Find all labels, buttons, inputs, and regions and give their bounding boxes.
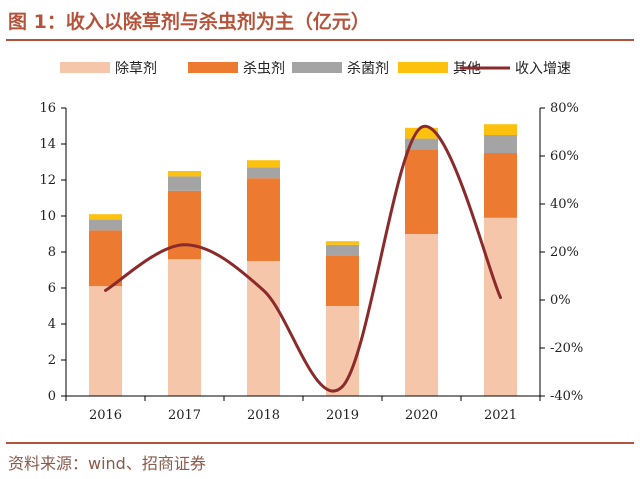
x-tick-label: 2017 [168, 408, 201, 423]
right-tick-label: 60% [550, 149, 579, 164]
left-tick-label: 2 [48, 353, 56, 368]
bar-segment [247, 167, 280, 179]
right-tick-label: -20% [550, 341, 583, 356]
legend-label: 收入增速 [515, 61, 571, 77]
bar-segment [326, 241, 359, 245]
bar-segment [168, 190, 201, 260]
legend-swatch [292, 62, 342, 73]
right-tick-label: 0% [550, 293, 571, 308]
right-tick-label: -40% [550, 389, 583, 404]
bar-segment [484, 135, 517, 153]
bar-segment [405, 234, 438, 396]
left-tick-label: 14 [39, 137, 56, 152]
bar-segment [247, 160, 280, 168]
left-tick-label: 6 [48, 281, 56, 296]
bar-segment [405, 138, 438, 150]
x-tick-label: 2016 [89, 408, 122, 423]
bar-segment [168, 259, 201, 396]
bar-segment [484, 124, 517, 135]
left-tick-label: 12 [39, 173, 56, 188]
bar-segment [247, 261, 280, 396]
axes-layer: 0 2 4 6 8 10 12 14 16 -40% -20% 0% 20% 40% 60% 80% 2016 2… [39, 101, 583, 423]
figure-title: 图 1：收入以除草剂与杀虫剂为主（亿元） [8, 11, 370, 33]
left-tick-label: 4 [48, 317, 56, 332]
right-tick-label: 20% [550, 245, 579, 260]
bar-segment [484, 153, 517, 218]
bar-segment [89, 286, 122, 396]
bars-layer [89, 124, 517, 396]
bar-segment [168, 176, 201, 191]
left-tick-label: 8 [48, 245, 56, 260]
x-tick-label: 2021 [484, 408, 517, 423]
legend: 除草剂杀虫剂杀菌剂其他收入增速 [60, 61, 571, 77]
growth-line [104, 124, 502, 393]
right-tick-label: 40% [550, 197, 579, 212]
source-note: 资料来源：wind、招商证券 [8, 454, 206, 473]
bar-segment [326, 244, 359, 256]
legend-label: 杀菌剂 [347, 61, 389, 77]
stacked-bar-line-chart: 除草剂杀虫剂杀菌剂其他收入增速 0246810121416-40%-20%0%2… [39, 61, 583, 423]
bar-segment [326, 306, 359, 396]
x-tick-label: 2020 [405, 408, 438, 423]
left-tick-label: 10 [39, 209, 56, 224]
legend-swatch [60, 62, 110, 73]
legend-swatch [398, 62, 448, 73]
bar-segment [168, 171, 201, 177]
left-tick-label: 0 [48, 389, 56, 404]
source-divider [6, 442, 634, 444]
right-tick-label: 80% [550, 101, 579, 116]
x-tick-label: 2019 [326, 408, 359, 423]
bar-segment [484, 217, 517, 396]
legend-swatch [188, 62, 238, 73]
bar-segment [247, 178, 280, 261]
bar-segment [326, 255, 359, 306]
left-tick-label: 16 [39, 101, 56, 116]
bar-segment [405, 127, 438, 139]
bar-segment [89, 219, 122, 231]
legend-label: 除草剂 [115, 61, 157, 77]
title-divider [6, 39, 634, 41]
bar-segment [405, 149, 438, 234]
growth-line-layer [104, 124, 502, 393]
legend-label: 杀虫剂 [243, 61, 285, 77]
bar-segment [89, 214, 122, 220]
x-tick-label: 2018 [247, 408, 280, 423]
bar-segment [89, 230, 122, 287]
